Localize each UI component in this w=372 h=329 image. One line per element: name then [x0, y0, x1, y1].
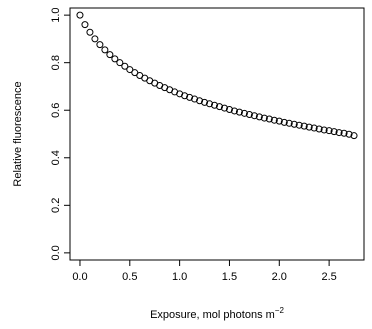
data-point — [265, 115, 273, 123]
data-point — [91, 35, 99, 43]
data-point — [310, 124, 318, 132]
data-point — [325, 127, 333, 135]
data-point — [220, 104, 228, 112]
y-tick-label: 0.4 — [50, 150, 62, 165]
y-axis: 0.0 0.2 0.4 0.6 0.8 1.0 — [50, 7, 71, 261]
data-point — [230, 107, 238, 115]
data-point — [191, 95, 199, 103]
data-point — [215, 103, 223, 111]
data-point — [121, 62, 129, 70]
y-axis-label: Relative fluorescence — [12, 81, 24, 186]
data-point — [305, 123, 313, 131]
x-axis-label-superscript: −2 — [275, 306, 285, 315]
data-point — [240, 109, 248, 117]
data-point — [255, 113, 263, 121]
x-tick-label: 0.5 — [122, 271, 137, 283]
data-point — [101, 46, 109, 54]
data-point — [300, 122, 308, 130]
y-tick-label: 0.2 — [50, 198, 62, 213]
data-point — [335, 129, 343, 137]
data-point — [96, 41, 104, 49]
data-point — [315, 125, 323, 133]
data-point — [290, 120, 298, 128]
data-point — [280, 118, 288, 126]
data-point — [260, 114, 268, 122]
data-point — [201, 98, 209, 106]
data-point — [106, 51, 114, 59]
data-point — [345, 130, 353, 138]
y-tick-label: 1.0 — [50, 7, 62, 22]
data-point — [285, 119, 293, 127]
x-axis: 0.0 0.5 1.0 1.5 2.0 2.5 — [72, 259, 337, 283]
data-point — [225, 106, 233, 114]
data-point — [295, 121, 303, 129]
data-point — [275, 117, 283, 125]
x-tick-label: 1.5 — [222, 271, 237, 283]
data-point — [186, 93, 194, 101]
x-tick-label: 2.5 — [321, 271, 336, 283]
data-point — [250, 112, 258, 120]
x-tick-label: 0.0 — [72, 271, 87, 283]
data-point — [330, 128, 338, 136]
data-point — [270, 116, 278, 124]
x-tick-label: 2.0 — [272, 271, 287, 283]
data-point — [235, 108, 243, 116]
data-point — [86, 28, 94, 36]
y-tick-label: 0.6 — [50, 103, 62, 118]
data-point — [206, 100, 214, 108]
data-point — [126, 66, 134, 74]
x-tick-label: 1.0 — [172, 271, 187, 283]
data-point — [116, 59, 124, 67]
data-point — [196, 97, 204, 105]
y-tick-label: 0.0 — [50, 245, 62, 260]
y-tick-label: 0.8 — [50, 55, 62, 70]
data-point — [76, 11, 84, 19]
x-axis-label: Exposure, mol photons m−2 — [150, 306, 284, 321]
data-point — [320, 126, 328, 134]
data-point — [181, 92, 189, 100]
data-point — [350, 132, 358, 140]
data-point — [340, 129, 348, 137]
data-points — [76, 11, 358, 140]
data-point — [111, 55, 119, 63]
data-point — [81, 21, 89, 29]
data-point — [245, 111, 253, 119]
data-point — [211, 101, 219, 109]
plot-frame — [69, 7, 365, 261]
